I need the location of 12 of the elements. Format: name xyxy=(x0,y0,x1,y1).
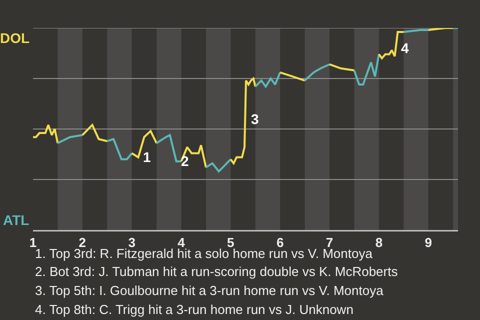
x-tick-label: 1 xyxy=(29,235,37,250)
text: DOL xyxy=(0,30,30,46)
text: 4. Top 8th: C. Trigg hit a 3-run home run vs J. Unknown xyxy=(35,302,354,317)
annotation: 3 xyxy=(251,111,259,127)
annotation: 2 xyxy=(181,153,189,169)
annotation: 4 xyxy=(401,40,409,56)
text: 3. Top 5th: I. Goulbourne hit a 3-run home run vs V. Montoya xyxy=(35,283,384,298)
text: 2. Bot 3rd: J. Tubman hit a run-scoring double vs K. McRoberts xyxy=(35,264,398,279)
x-tick-label: 9 xyxy=(424,235,432,250)
x-tick-label: 8 xyxy=(375,235,383,250)
annotation: 1 xyxy=(143,149,151,165)
text: ATL xyxy=(3,212,30,228)
